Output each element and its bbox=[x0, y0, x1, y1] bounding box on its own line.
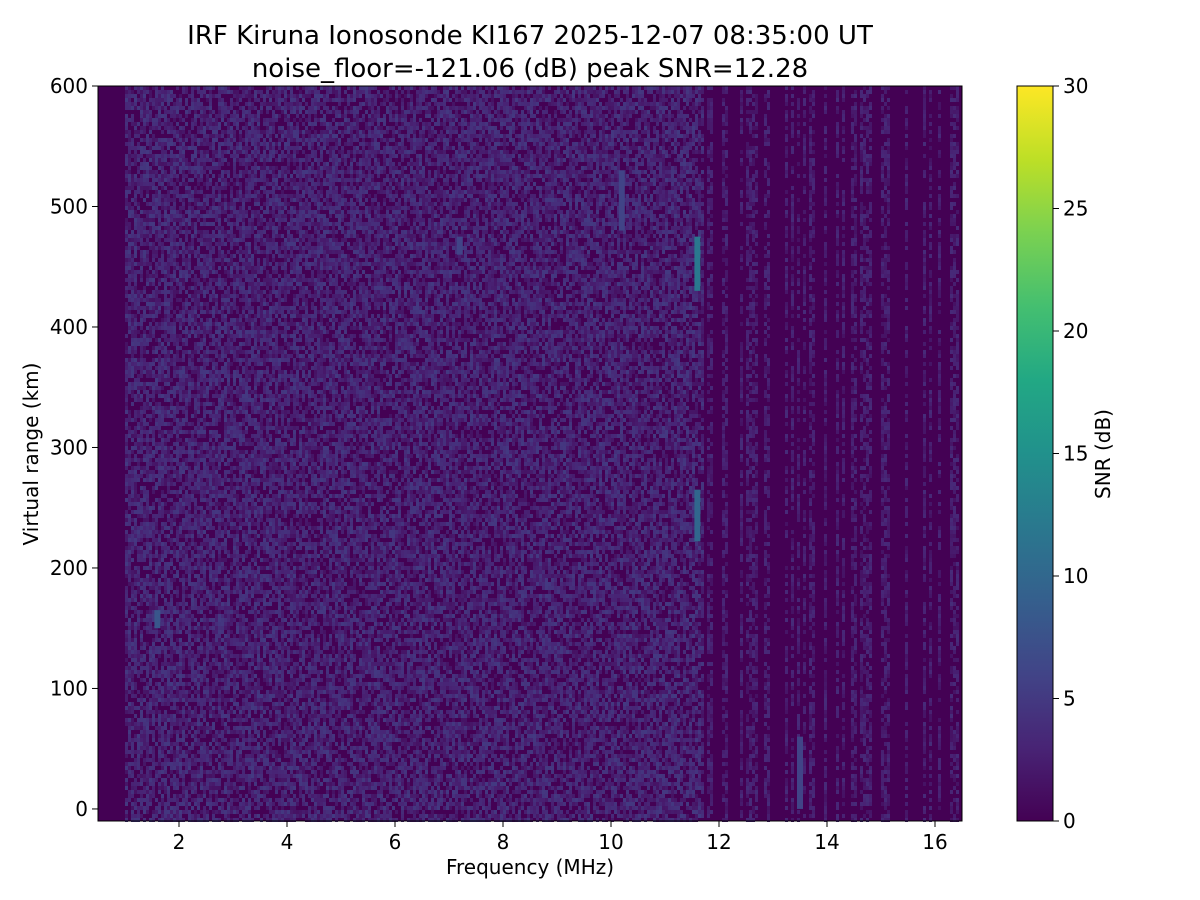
y-tick-label: 300 bbox=[50, 435, 88, 459]
echo-feature-4 bbox=[457, 237, 463, 255]
colorbar-tick-label: 5 bbox=[1063, 687, 1076, 711]
y-tick-label: 600 bbox=[50, 74, 88, 98]
x-tick-label: 8 bbox=[497, 830, 510, 854]
x-tick-label: 14 bbox=[814, 830, 839, 854]
y-tick-label: 400 bbox=[50, 315, 88, 339]
echo-feature-2 bbox=[154, 610, 160, 628]
y-tick-label: 100 bbox=[50, 676, 88, 700]
colorbar-tick-label: 0 bbox=[1063, 809, 1076, 833]
chart-title-line1: IRF Kiruna Ionosonde KI167 2025-12-07 08… bbox=[187, 21, 873, 51]
x-tick-label: 2 bbox=[173, 830, 186, 854]
x-tick-label: 6 bbox=[389, 830, 402, 854]
y-tick-label: 0 bbox=[75, 797, 88, 821]
chart-title-line2: noise_floor=-121.06 (dB) peak SNR=12.28 bbox=[252, 54, 808, 84]
x-axis-label: Frequency (MHz) bbox=[446, 855, 614, 879]
echo-feature-3 bbox=[619, 170, 625, 230]
echo-feature-5 bbox=[797, 737, 803, 809]
heatmap-area bbox=[98, 86, 962, 822]
x-axis-ticks: 2 4 6 8 10 12 14 16 bbox=[173, 821, 948, 854]
colorbar-tick-label: 25 bbox=[1063, 197, 1088, 221]
y-axis-label: Virtual range (km) bbox=[19, 363, 43, 546]
x-tick-label: 4 bbox=[281, 830, 294, 854]
x-tick-label: 10 bbox=[598, 830, 623, 854]
colorbar-tick-label: 20 bbox=[1063, 319, 1088, 343]
y-axis-ticks: 0 100 200 300 400 500 600 bbox=[50, 74, 98, 821]
x-tick-label: 16 bbox=[922, 830, 947, 854]
y-tick-label: 200 bbox=[50, 556, 88, 580]
echo-feature-0 bbox=[694, 237, 700, 291]
colorbar-tick-label: 30 bbox=[1063, 74, 1088, 98]
echo-feature-1 bbox=[694, 490, 700, 542]
x-tick-label: 12 bbox=[706, 830, 731, 854]
y-tick-label: 500 bbox=[50, 194, 88, 218]
colorbar-tick-label: 15 bbox=[1063, 442, 1088, 466]
colorbar-label: SNR (dB) bbox=[1091, 409, 1115, 499]
colorbar-ticks: 0 5 10 15 20 25 30 bbox=[1053, 74, 1088, 833]
colorbar bbox=[1017, 86, 1053, 821]
colorbar-tick-label: 10 bbox=[1063, 564, 1088, 588]
